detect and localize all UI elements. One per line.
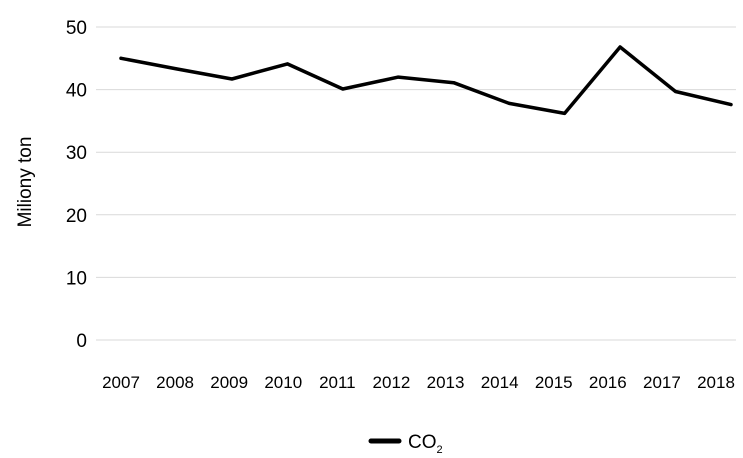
x-axis-ticks: 2007 2008 2009 2010 2011 2012 2013 2014 2015 2016… [102, 373, 735, 392]
data-point-2016 [618, 45, 622, 49]
x-tick-label-2008: 2008 [156, 373, 194, 392]
x-tick-label-2016: 2016 [589, 373, 627, 392]
y-tick-label-0: 0 [76, 331, 87, 352]
y-tick-label-50: 50 [66, 18, 87, 39]
y-tick-label-30: 30 [66, 143, 87, 164]
x-tick-label-2014: 2014 [481, 373, 519, 392]
data-point-2012 [396, 75, 400, 79]
data-point-2015 [563, 111, 567, 115]
data-point-2011 [341, 87, 345, 91]
x-tick-label-2012: 2012 [373, 373, 411, 392]
x-tick-label-2013: 2013 [427, 373, 465, 392]
data-point-2010 [285, 62, 289, 66]
legend-label-co2: CO2 [408, 432, 443, 456]
y-axis-ticks: 0 10 20 30 40 50 [66, 18, 87, 352]
x-tick-label-2007: 2007 [102, 373, 140, 392]
y-tick-label-40: 40 [66, 81, 87, 102]
y-tick-label-10: 10 [66, 268, 87, 289]
data-point-2014 [507, 101, 511, 105]
x-tick-label-2009: 2009 [210, 373, 248, 392]
data-point-2009 [230, 77, 234, 81]
x-tick-label-2018: 2018 [697, 373, 735, 392]
data-point-2007 [119, 56, 123, 60]
y-axis-label: Miliony ton [15, 137, 36, 228]
data-point-2013 [452, 81, 456, 85]
x-tick-label-2015: 2015 [535, 373, 573, 392]
data-point-2017 [674, 90, 677, 93]
x-tick-label-2010: 2010 [264, 373, 302, 392]
x-tick-label-2011: 2011 [319, 373, 356, 392]
grid [96, 26, 736, 341]
x-tick-label-2017: 2017 [643, 373, 681, 392]
legend-series-name: CO [408, 432, 437, 453]
series-line-co2 [119, 45, 733, 116]
data-point-2018 [729, 103, 733, 107]
y-tick-label-20: 20 [66, 206, 87, 227]
legend-series-subscript: 2 [437, 444, 443, 456]
legend: CO2 [368, 432, 443, 456]
data-point-2008 [175, 67, 178, 71]
series-layer [119, 45, 733, 116]
